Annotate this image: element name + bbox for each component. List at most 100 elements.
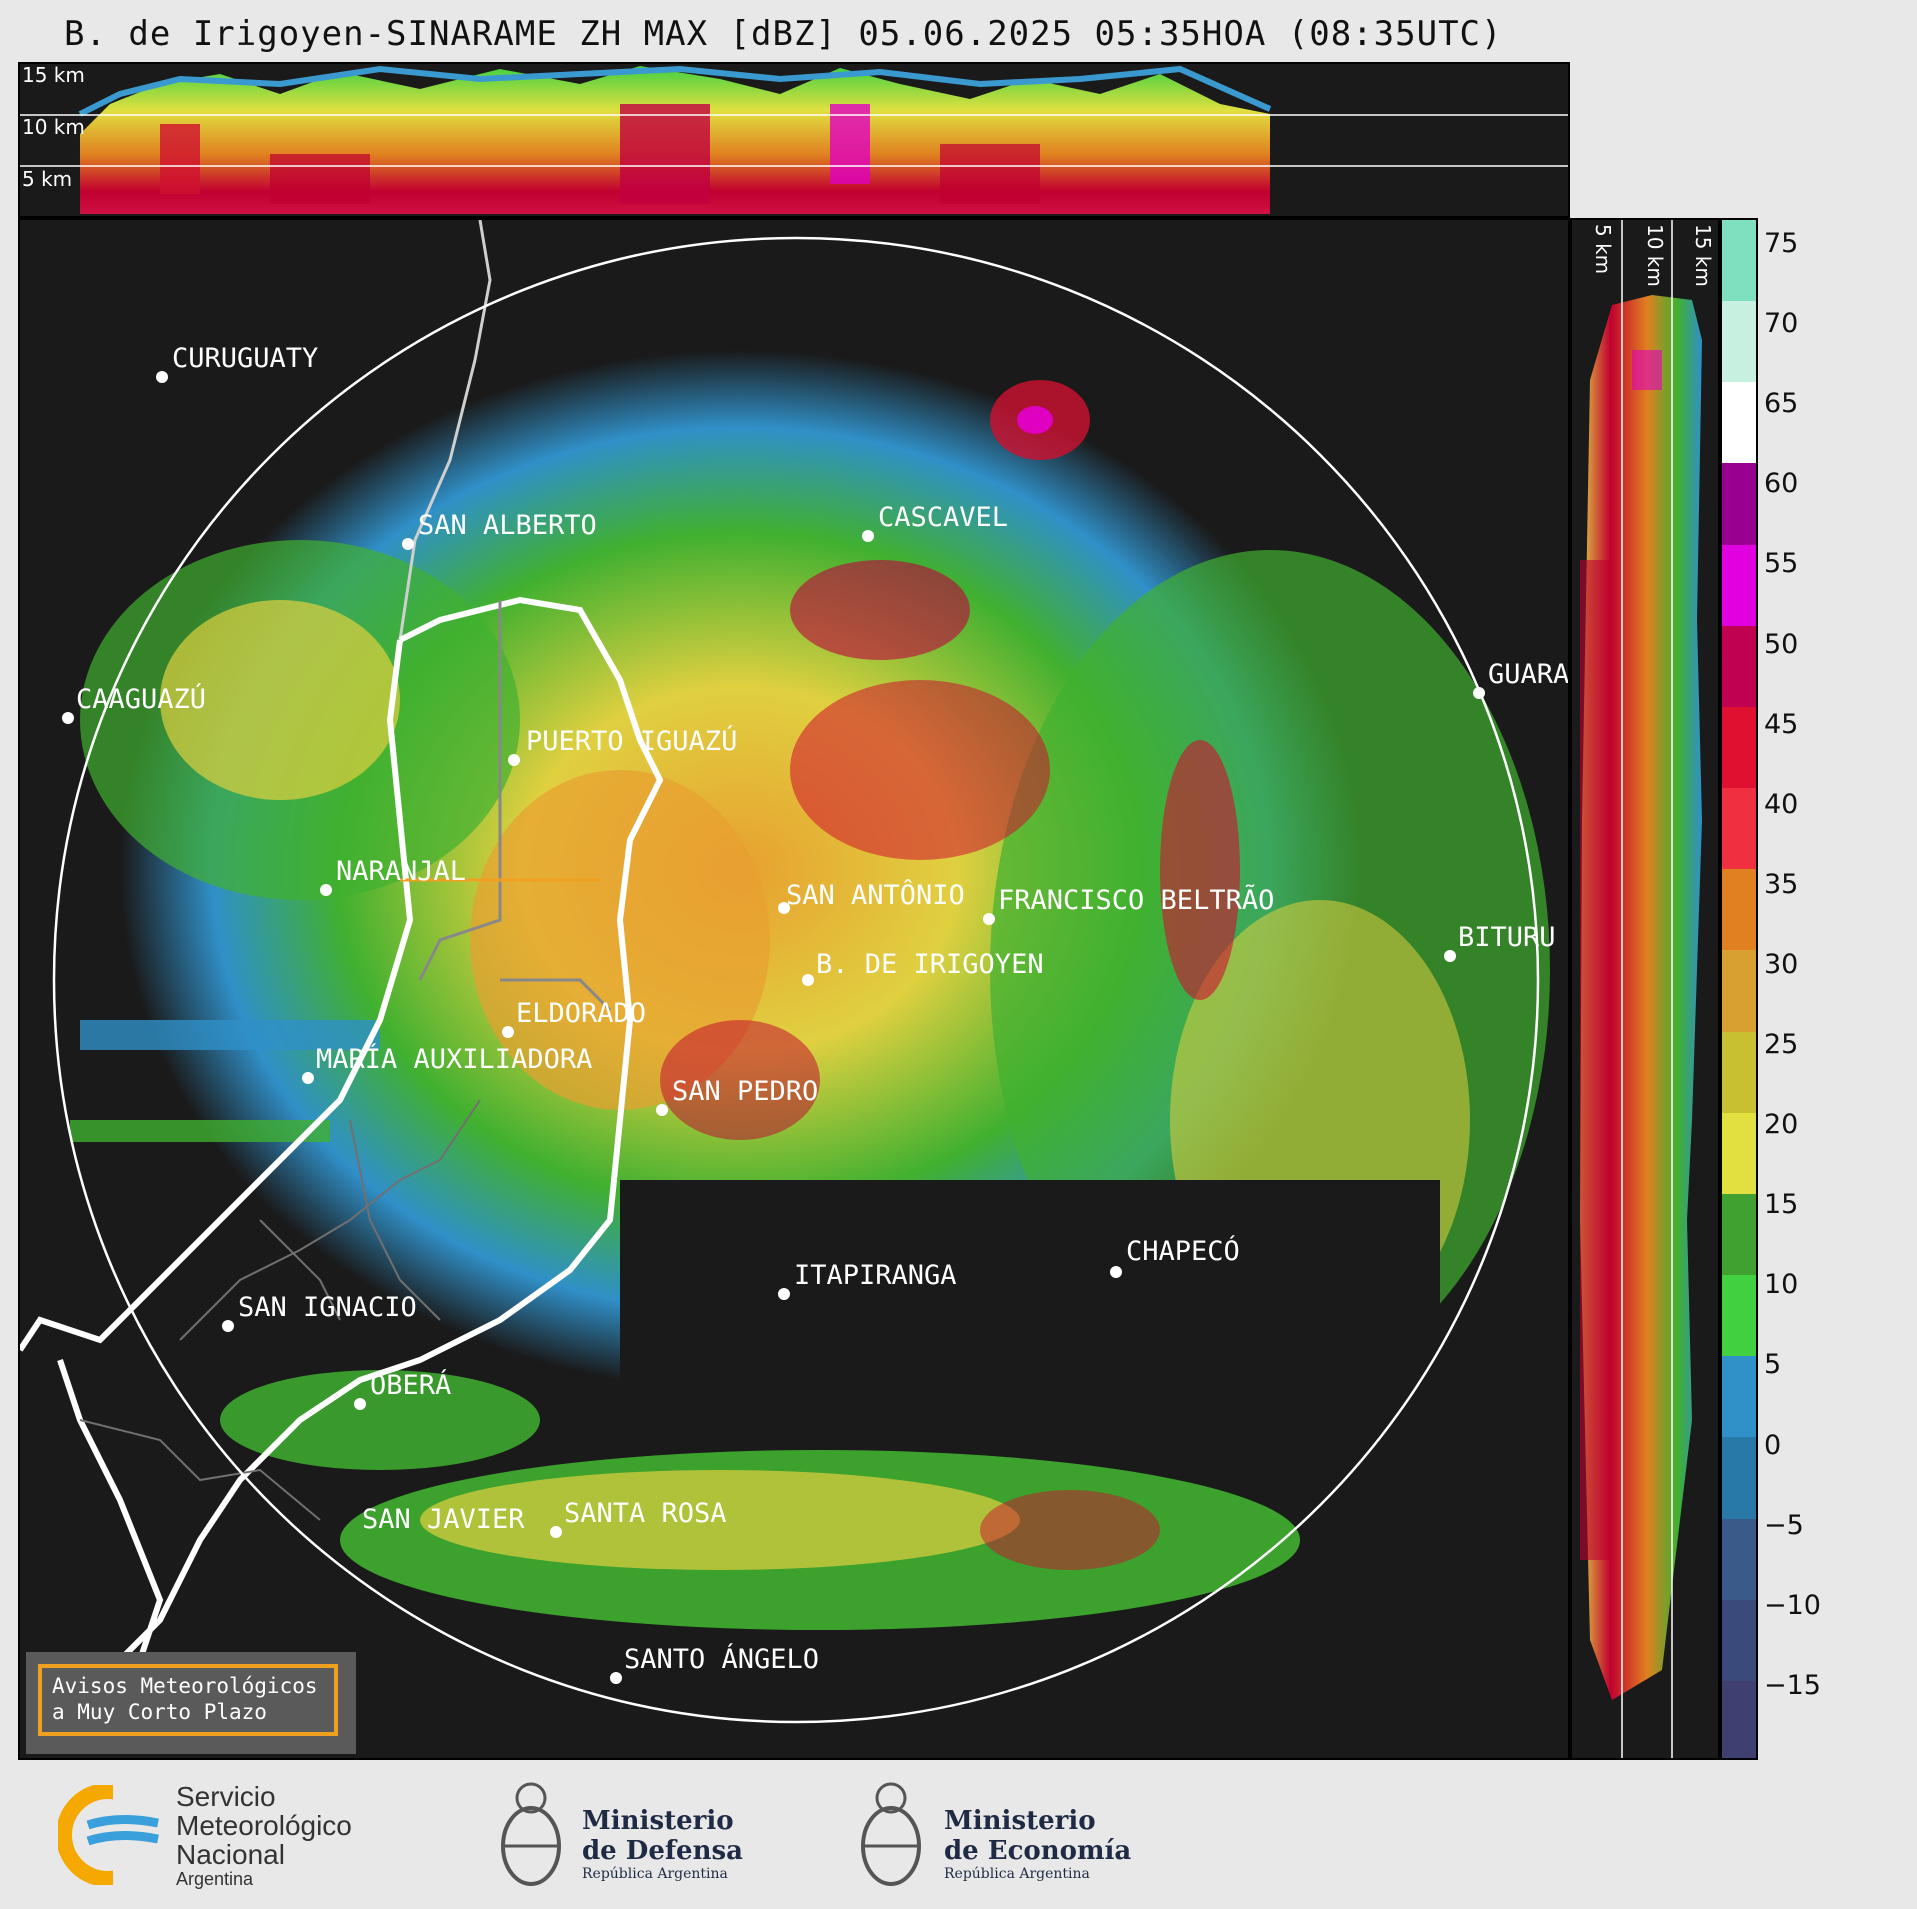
side-height-label-10: 10 km: [1643, 224, 1667, 287]
city-markers: CURUGUATY SAN ALBERTO CASCAVEL CAAGUAZÚ …: [62, 343, 1569, 1684]
city-label-chapeco: CHAPECÓ: [1126, 1235, 1240, 1267]
political-boundaries: [20, 220, 664, 1663]
colorbar-tick-label: 40: [1764, 788, 1799, 820]
city-label-san-alberto: SAN ALBERTO: [418, 510, 597, 541]
city-label-francisco-beltrao: FRANCISCO BELTRÃO: [998, 884, 1274, 916]
top-height-label-10: 10 km: [22, 115, 85, 139]
smn-name-line1: Servicio: [176, 1781, 276, 1812]
side-height-profile: 5 km 10 km 15 km: [1570, 218, 1720, 1760]
warnings-notice-box: Avisos Meteorológicos a Muy Corto Plazo: [26, 1652, 356, 1754]
colorbar-band: [1722, 1112, 1756, 1194]
colorbar-tick-label: 10: [1764, 1269, 1799, 1301]
city-dot-b-de-irigoyen: [802, 974, 814, 986]
colorbar-band: [1722, 1680, 1756, 1758]
side-height-label-5: 5 km: [1591, 224, 1615, 274]
city-dot-san-alberto: [402, 538, 414, 550]
colorbar-band: [1722, 1193, 1756, 1276]
city-dot-naranjal: [320, 884, 332, 896]
city-label-maria-auxiliadora: MARÍA AUXILIADORA: [316, 1043, 592, 1075]
side-height-label-15: 15 km: [1691, 224, 1715, 287]
city-dot-san-antonio: [778, 902, 790, 914]
colorbar-tick-label: 30: [1764, 948, 1799, 980]
top-height-label-15: 15 km: [22, 64, 85, 87]
colorbar-tick-label: 75: [1764, 228, 1799, 259]
warnings-notice-line2: a Muy Corto Plazo: [52, 1700, 267, 1724]
colorbar-tick-label: 55: [1764, 548, 1799, 580]
colorbar-tick-label: −5: [1764, 1509, 1804, 1541]
city-dot-san-pedro: [656, 1104, 668, 1116]
city-dot-bituru: [1444, 950, 1456, 962]
city-label-caaguazu: CAAGUAZÚ: [76, 683, 206, 715]
colorbar-band: [1722, 625, 1756, 707]
map-title: B. de Irigoyen-SINARAME ZH MAX [dBZ] 05.…: [64, 14, 1503, 54]
radar-map[interactable]: CURUGUATY SAN ALBERTO CASCAVEL CAAGUAZÚ …: [18, 218, 1570, 1760]
city-label-san-pedro: SAN PEDRO: [672, 1076, 818, 1107]
economia-coat-of-arms-icon: [856, 1776, 926, 1896]
city-label-obera: OBERÁ: [370, 1369, 451, 1401]
colorbar-tick-label: −15: [1764, 1669, 1821, 1701]
city-label-naranjal: NARANJAL: [336, 856, 466, 887]
colorbar-tick-label: 70: [1764, 308, 1799, 340]
colorbar-tick-label: 0: [1764, 1429, 1782, 1461]
smn-logo: [58, 1785, 170, 1885]
defensa-coat-of-arms-icon: [496, 1776, 566, 1896]
city-dot-obera: [354, 1398, 366, 1410]
colorbar-band: [1722, 869, 1756, 951]
colorbar-band: [1722, 1437, 1756, 1519]
city-label-guara: GUARA: [1488, 659, 1569, 690]
city-label-santa-rosa: SANTA ROSA: [564, 1498, 727, 1529]
colorbar-band: [1722, 1275, 1756, 1357]
city-label-bituru: BITURU: [1458, 922, 1556, 953]
warnings-notice-line1: Avisos Meteorológicos: [52, 1674, 318, 1698]
colorbar-band: [1722, 301, 1756, 383]
smn-logo-icon: [58, 1785, 170, 1885]
colorbar-band: [1722, 1599, 1756, 1681]
city-dot-santo-angelo: [610, 1672, 622, 1684]
colorbar-tick-label: 50: [1764, 628, 1799, 660]
city-dot-eldorado: [502, 1026, 514, 1038]
colorbar-band: [1722, 1518, 1756, 1600]
city-label-eldorado: ELDORADO: [516, 998, 646, 1029]
colorbar-band: [1722, 220, 1756, 302]
top-height-label-5: 5 km: [22, 167, 72, 191]
city-label-san-javier: SAN JAVIER: [362, 1504, 525, 1535]
colorbar-band: [1722, 463, 1756, 545]
city-label-santo-angelo: SANTO ÁNGELO: [624, 1643, 819, 1675]
city-label-san-ignacio: SAN IGNACIO: [238, 1292, 417, 1323]
smn-name-line4: Argentina: [176, 1869, 254, 1889]
colorbar-band: [1722, 544, 1756, 626]
economia-line1: Ministerio: [944, 1806, 1096, 1836]
colorbar-band: [1722, 1031, 1756, 1113]
economia-line2: de Economía: [944, 1836, 1132, 1866]
city-dot-francisco-beltrao: [983, 913, 995, 925]
smn-name-line2: Meteorológico: [176, 1810, 352, 1841]
city-dot-maria-auxiliadora: [302, 1072, 314, 1084]
colorbar-band: [1722, 382, 1756, 464]
defensa-line3: República Argentina: [582, 1866, 728, 1882]
colorbar-band: [1722, 788, 1756, 870]
city-label-b-de-irigoyen: B. DE IRIGOYEN: [816, 949, 1044, 980]
colorbar-band: [1722, 950, 1756, 1032]
colorbar-tick-label: 15: [1764, 1189, 1799, 1221]
colorbar-tick-label: −10: [1764, 1589, 1821, 1621]
city-dot-curuguaty: [156, 371, 168, 383]
city-dot-itapiranga: [778, 1288, 790, 1300]
defensa-line1: Ministerio: [582, 1806, 734, 1836]
city-label-cascavel: CASCAVEL: [878, 502, 1008, 533]
colorbar-tick-label: 5: [1764, 1349, 1782, 1381]
radar-range-ring: [52, 236, 1540, 1724]
colorbar-tick-label: 60: [1764, 468, 1799, 500]
smn-name-line3: Nacional: [176, 1839, 285, 1870]
city-dot-cascavel: [862, 530, 874, 542]
colorbar-band: [1722, 706, 1756, 789]
city-dot-puerto-iguazu: [508, 754, 520, 766]
city-label-curuguaty: CURUGUATY: [172, 343, 318, 374]
city-dot-chapeco: [1110, 1266, 1122, 1278]
warnings-notice-frame: Avisos Meteorológicos a Muy Corto Plazo: [38, 1664, 338, 1736]
colorbar-tick-label: 45: [1764, 708, 1799, 740]
top-height-profile: 15 km 10 km 5 km: [18, 62, 1570, 218]
colorbar-tick-label: 25: [1764, 1029, 1799, 1060]
city-label-itapiranga: ITAPIRANGA: [794, 1260, 957, 1291]
economia-line3: República Argentina: [944, 1866, 1090, 1882]
dbz-colorbar: [1720, 218, 1758, 1760]
